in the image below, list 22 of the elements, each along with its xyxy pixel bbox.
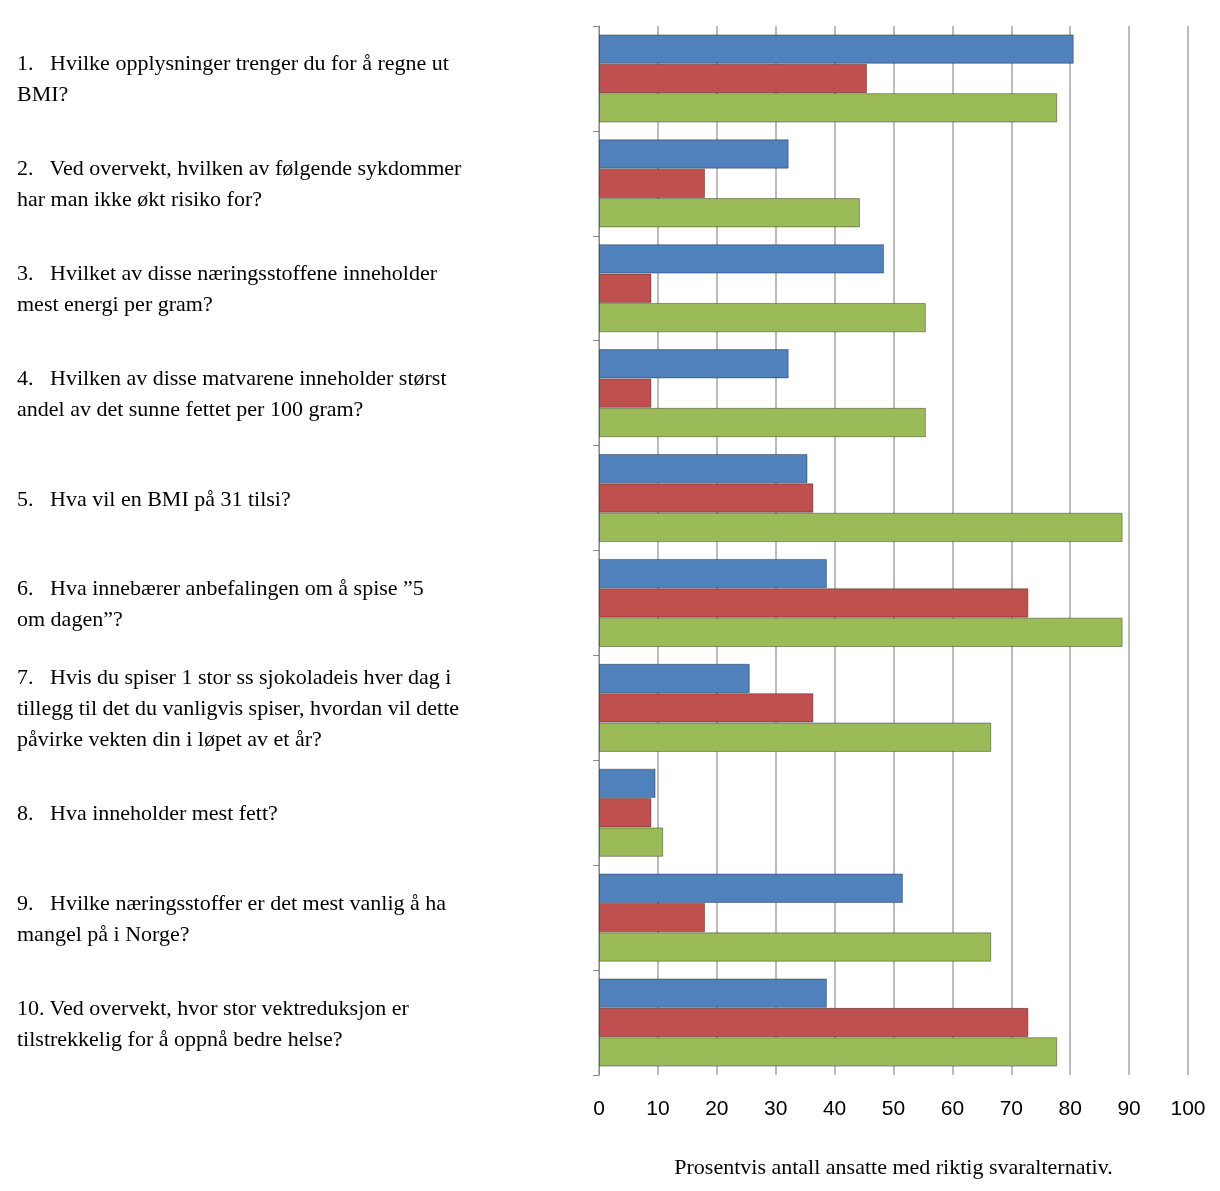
x-tick-label: 90 xyxy=(1117,1096,1141,1119)
y-tick-label: 3. Hvilket av disse næringsstoffene inneholder mest energi per gram? xyxy=(17,260,443,317)
y-tick-label: 1. Hvilke opplysninger trenger du for å regne ut BMI? xyxy=(17,50,455,107)
x-tick-label: 30 xyxy=(764,1096,788,1119)
x-tick-label: 40 xyxy=(822,1096,847,1119)
x-tick-label: 70 xyxy=(999,1096,1023,1119)
x-axis-title: Prosentvis antall ansatte med riktig svaralternativ. xyxy=(674,1153,1113,1179)
x-tick-label: 50 xyxy=(881,1096,906,1119)
x-tick-label: 80 xyxy=(1058,1096,1082,1119)
x-tick-label: 0 xyxy=(593,1096,605,1119)
x-tick-label: 20 xyxy=(705,1096,729,1119)
y-tick-label: 8. Hva inneholder mest fett? xyxy=(17,800,278,826)
y-tick-label: 9. Hvilke næringsstoffer er det mest vanlig å ha mangel på i Norge? xyxy=(17,889,452,946)
y-tick-label: 7. Hvis du spiser 1 stor ss sjokoladeis hver dag i tillegg til det du vanligvis spiser, hvordan vil dette påvirke vekten din i løpet av et år? xyxy=(17,664,465,752)
x-tick-label: 100 xyxy=(1170,1096,1206,1119)
y-tick-label: 2. Ved overvekt, hvilken av følgende sykdommer har man ikke økt risiko for? xyxy=(17,155,467,212)
y-tick-label: 6. Hva innebærer anbefalingen om å spise ”5 om dagen”? xyxy=(17,574,430,631)
x-tick-label: 60 xyxy=(940,1096,965,1119)
y-tick-label: 10. Ved overvekt, hvor stor vektreduksjon er tilstrekkelig for å oppnå bedre helse? xyxy=(17,994,415,1051)
y-tick-label: 4. Hvilken av disse matvarene inneholder størst andel av det sunne fettet per 100 gram? xyxy=(17,365,453,422)
x-tick-label: 10 xyxy=(646,1096,670,1119)
y-tick-label: 5. Hva vil en BMI på 31 tilsi? xyxy=(17,485,291,511)
